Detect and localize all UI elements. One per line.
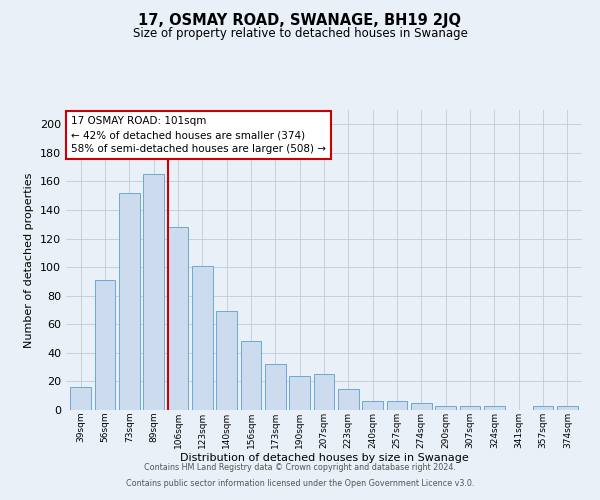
Bar bbox=[289, 376, 310, 410]
Bar bbox=[411, 403, 432, 410]
Text: Contains HM Land Registry data © Crown copyright and database right 2024.: Contains HM Land Registry data © Crown c… bbox=[144, 464, 456, 472]
Bar bbox=[533, 406, 553, 410]
Text: Size of property relative to detached houses in Swanage: Size of property relative to detached ho… bbox=[133, 28, 467, 40]
Bar bbox=[484, 406, 505, 410]
Bar bbox=[265, 364, 286, 410]
Bar bbox=[557, 406, 578, 410]
Text: Contains public sector information licensed under the Open Government Licence v3: Contains public sector information licen… bbox=[126, 478, 474, 488]
Bar bbox=[70, 387, 91, 410]
Bar bbox=[314, 374, 334, 410]
Bar bbox=[95, 280, 115, 410]
Text: 17 OSMAY ROAD: 101sqm
← 42% of detached houses are smaller (374)
58% of semi-det: 17 OSMAY ROAD: 101sqm ← 42% of detached … bbox=[71, 116, 326, 154]
Bar bbox=[338, 388, 359, 410]
Bar bbox=[436, 406, 456, 410]
Bar bbox=[460, 406, 481, 410]
Bar bbox=[216, 312, 237, 410]
Bar bbox=[386, 402, 407, 410]
Text: 17, OSMAY ROAD, SWANAGE, BH19 2JQ: 17, OSMAY ROAD, SWANAGE, BH19 2JQ bbox=[139, 12, 461, 28]
Bar bbox=[167, 227, 188, 410]
Bar bbox=[362, 402, 383, 410]
Y-axis label: Number of detached properties: Number of detached properties bbox=[25, 172, 34, 348]
Bar bbox=[119, 193, 140, 410]
Bar bbox=[192, 266, 212, 410]
Bar bbox=[143, 174, 164, 410]
X-axis label: Distribution of detached houses by size in Swanage: Distribution of detached houses by size … bbox=[179, 454, 469, 464]
Bar bbox=[241, 342, 262, 410]
